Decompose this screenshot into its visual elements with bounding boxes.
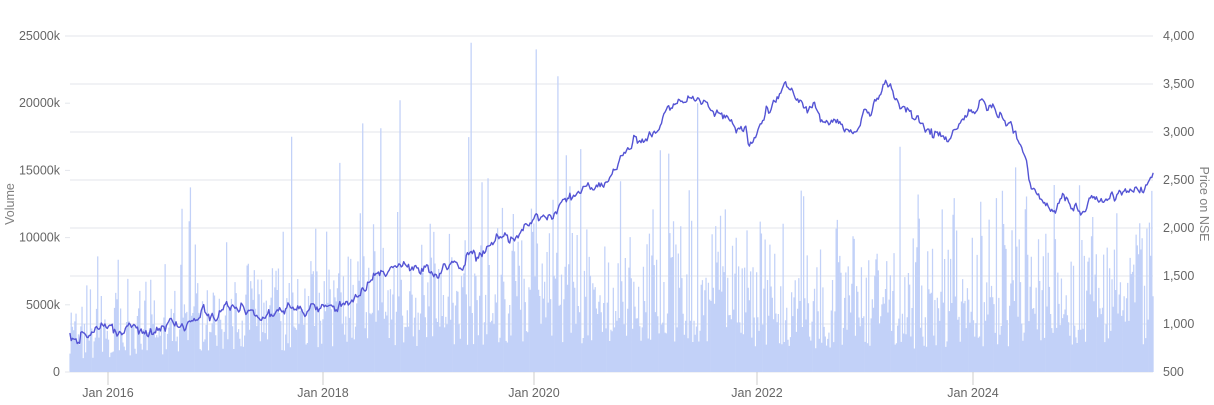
svg-text:Jan 2016: Jan 2016: [82, 386, 133, 400]
svg-text:1,000: 1,000: [1163, 317, 1194, 331]
svg-text:Jan 2020: Jan 2020: [508, 386, 559, 400]
svg-text:1,500: 1,500: [1163, 269, 1194, 283]
svg-text:25000k: 25000k: [19, 29, 61, 43]
svg-text:Volume: Volume: [3, 183, 17, 225]
svg-text:0: 0: [53, 365, 60, 379]
svg-text:Jan 2018: Jan 2018: [297, 386, 348, 400]
svg-text:10000k: 10000k: [19, 231, 61, 245]
svg-text:2,000: 2,000: [1163, 221, 1194, 235]
svg-text:Jan 2024: Jan 2024: [947, 386, 998, 400]
svg-text:Price on NSE: Price on NSE: [1197, 166, 1211, 241]
svg-text:4,000: 4,000: [1163, 29, 1194, 43]
svg-text:5000k: 5000k: [26, 298, 61, 312]
svg-text:3,500: 3,500: [1163, 77, 1194, 91]
svg-text:500: 500: [1163, 365, 1184, 379]
svg-text:15000k: 15000k: [19, 163, 61, 177]
svg-text:20000k: 20000k: [19, 96, 61, 110]
svg-text:3,000: 3,000: [1163, 125, 1194, 139]
svg-text:Jan 2022: Jan 2022: [731, 386, 782, 400]
svg-text:2,500: 2,500: [1163, 173, 1194, 187]
